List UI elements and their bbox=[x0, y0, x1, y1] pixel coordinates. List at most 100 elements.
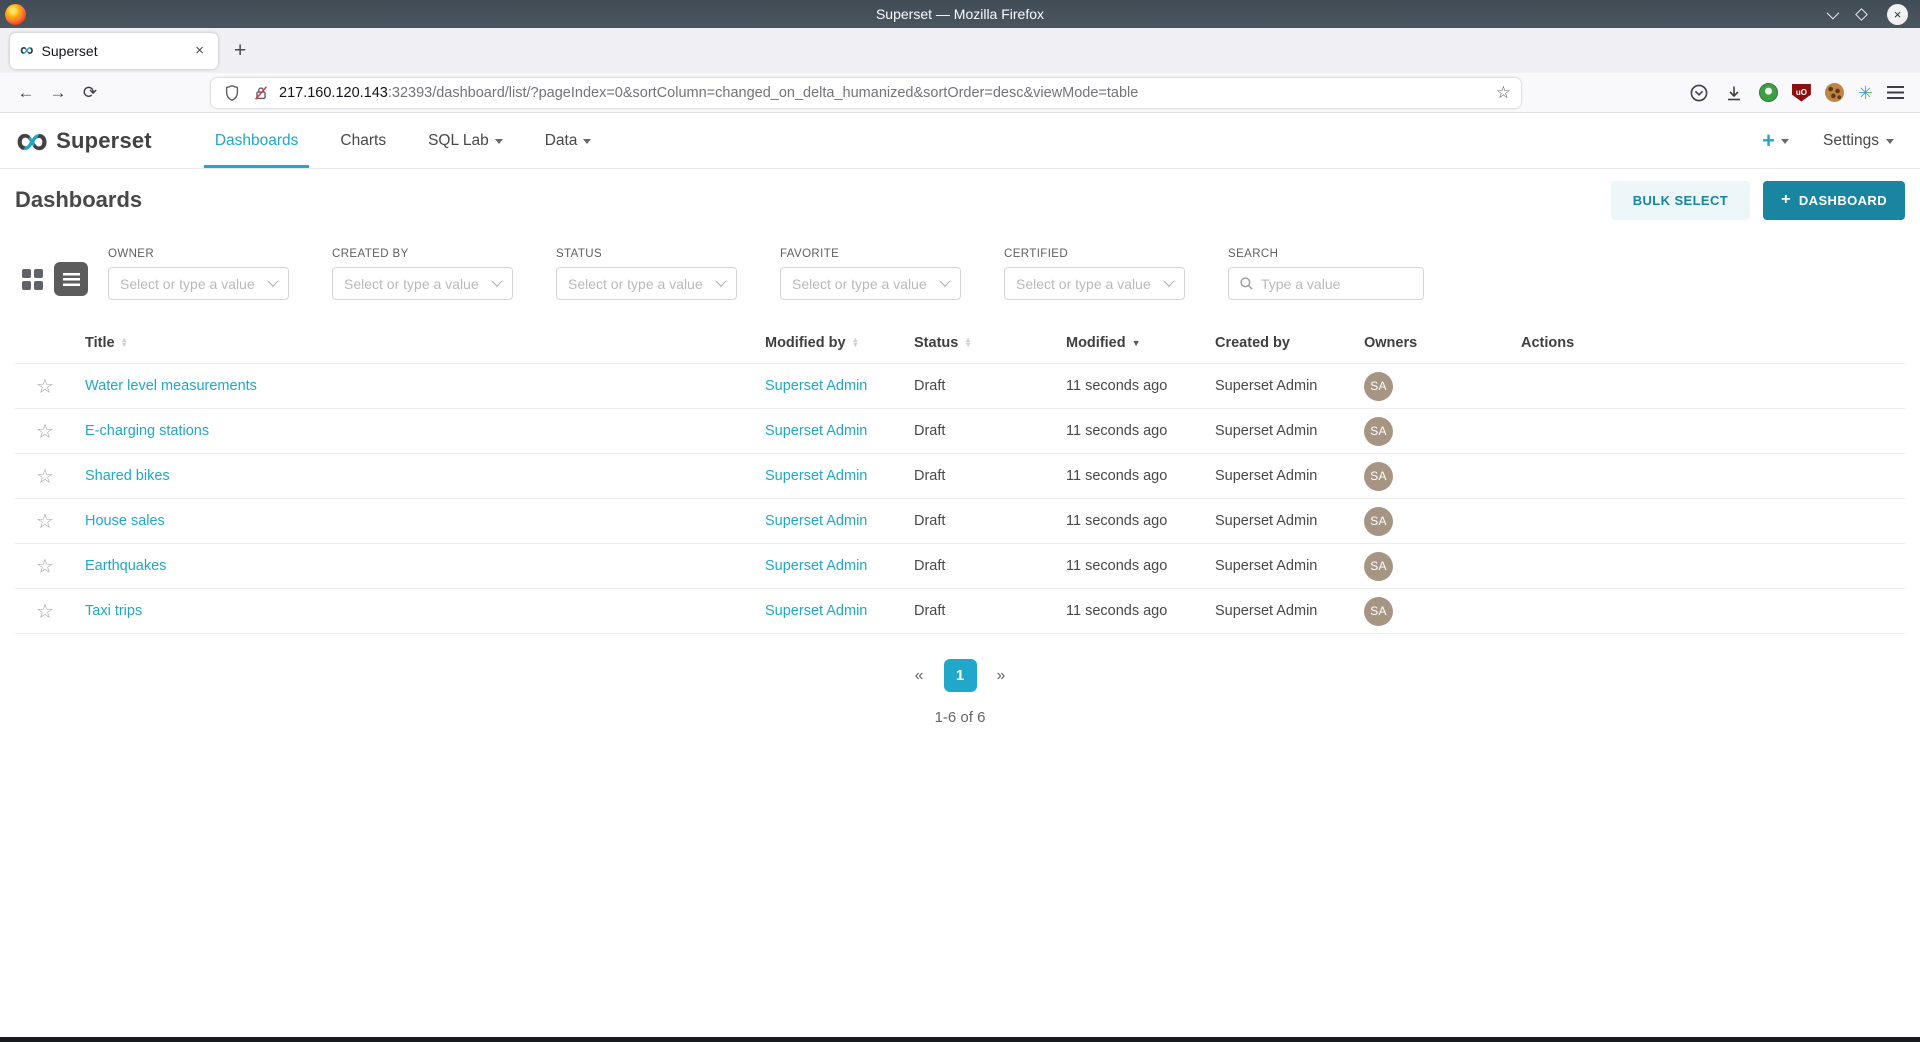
prev-page-button[interactable]: « bbox=[914, 666, 924, 684]
brand-name: Superset bbox=[56, 127, 152, 153]
modified-by-link[interactable]: Superset Admin bbox=[765, 513, 868, 529]
sort-icon[interactable]: ▲ ▼ bbox=[964, 335, 972, 349]
pocket-icon[interactable] bbox=[1689, 82, 1710, 103]
dashboards-table: Title ▲▼ ▼ Modified by ▲▼ ▼ Status ▲▼ ▼ … bbox=[15, 322, 1905, 634]
window-maximize-icon[interactable] bbox=[1855, 7, 1868, 21]
column-header-label: Created by bbox=[1215, 334, 1290, 351]
modified-by-link[interactable]: Superset Admin bbox=[765, 603, 868, 619]
back-button[interactable]: ← bbox=[17, 82, 35, 102]
dashboard-title-link[interactable]: Earthquakes bbox=[85, 558, 167, 574]
modified-text: 11 seconds ago bbox=[1066, 468, 1168, 484]
next-page-button[interactable]: » bbox=[996, 666, 1006, 684]
owner-avatar[interactable]: SA bbox=[1364, 506, 1393, 536]
column-header-label: Actions bbox=[1521, 334, 1575, 351]
owner-avatar[interactable]: SA bbox=[1364, 371, 1393, 401]
add-new-menu[interactable]: + bbox=[1762, 129, 1789, 152]
superset-favicon-icon: ∞ bbox=[20, 40, 34, 61]
new-tab-button[interactable]: + bbox=[234, 38, 247, 62]
filter-select[interactable]: Select or type a value bbox=[1004, 267, 1185, 300]
owner-avatar[interactable]: SA bbox=[1364, 596, 1393, 626]
pagination-summary: 1-6 of 6 bbox=[934, 709, 986, 726]
chevron-down-icon bbox=[1163, 275, 1175, 287]
download-icon[interactable] bbox=[1724, 82, 1745, 103]
modified-by-link[interactable]: Superset Admin bbox=[765, 558, 868, 574]
favorite-star-icon[interactable]: ☆ bbox=[36, 510, 54, 533]
new-dashboard-button[interactable]: + DASHBOARD bbox=[1763, 180, 1905, 220]
ublock-icon[interactable]: uO bbox=[1791, 83, 1811, 102]
forward-button[interactable]: → bbox=[49, 82, 67, 102]
favorite-star-icon[interactable]: ☆ bbox=[36, 465, 54, 488]
chevron-down-icon bbox=[1886, 139, 1894, 144]
window-title: Superset — Mozilla Firefox bbox=[875, 6, 1045, 22]
owner-avatar[interactable]: SA bbox=[1364, 461, 1393, 491]
menu-icon[interactable] bbox=[1887, 86, 1904, 99]
column-header[interactable]: Title ▲▼ ▼ bbox=[75, 335, 755, 351]
settings-menu[interactable]: Settings bbox=[1823, 132, 1894, 150]
tab-close-icon[interactable]: × bbox=[195, 42, 204, 59]
pagination: « 1 » bbox=[0, 659, 1920, 692]
filter-select[interactable]: Select or type a value bbox=[780, 267, 961, 300]
column-header[interactable]: Owners ▲▼ ▼ bbox=[1354, 335, 1511, 351]
url-bar[interactable]: 217.160.120.143:32393/dashboard/list/?pa… bbox=[211, 77, 1521, 108]
dashboard-title-link[interactable]: Taxi trips bbox=[85, 603, 143, 619]
column-header[interactable]: Created by ▲▼ ▼ bbox=[1205, 335, 1354, 351]
navbar-item-label: Charts bbox=[340, 131, 387, 149]
filter-select[interactable]: Select or type a value bbox=[556, 267, 737, 300]
favorite-star-icon[interactable]: ☆ bbox=[36, 555, 54, 578]
navbar-item-label: Dashboards bbox=[214, 131, 299, 149]
owner-avatar[interactable]: SA bbox=[1364, 551, 1393, 581]
bookmark-star-icon[interactable]: ☆ bbox=[1495, 82, 1511, 102]
screen-edge bbox=[0, 1037, 1920, 1042]
filter-group: OWNER Select or type a value CREATED BY … bbox=[108, 248, 1228, 300]
page-1-button[interactable]: 1 bbox=[943, 659, 977, 692]
filter-select[interactable]: Select or type a value bbox=[108, 267, 289, 300]
cookie-extension-icon[interactable] bbox=[1824, 83, 1844, 102]
tab-title: Superset bbox=[41, 42, 98, 59]
dashboard-title-link[interactable]: Shared bikes bbox=[85, 468, 170, 484]
reload-button[interactable]: ⟳ bbox=[82, 82, 98, 102]
insecure-lock-icon[interactable] bbox=[250, 82, 271, 103]
card-view-toggle-icon[interactable] bbox=[22, 268, 43, 290]
search-icon bbox=[1239, 276, 1254, 291]
filter-label: CREATED BY bbox=[332, 248, 409, 260]
chevron-down-icon bbox=[583, 139, 592, 144]
navbar-item[interactable]: SQL Lab bbox=[407, 113, 524, 168]
navbar-item[interactable]: Data bbox=[524, 113, 613, 168]
column-header[interactable]: Modified ▲▼ ▼ bbox=[1056, 335, 1205, 351]
navbar-item[interactable]: Dashboards bbox=[194, 113, 320, 168]
container-extension-icon[interactable]: ✳ bbox=[1857, 82, 1873, 103]
navbar-items: Dashboards Charts SQL Lab Data bbox=[194, 113, 613, 168]
navbar-item[interactable]: Charts bbox=[319, 113, 407, 168]
sort-icon[interactable]: ▲ ▼ bbox=[851, 335, 859, 349]
bulk-select-button[interactable]: BULK SELECT bbox=[1610, 180, 1751, 220]
favorite-star-icon[interactable]: ☆ bbox=[36, 420, 54, 443]
chevron-down-icon bbox=[715, 275, 727, 287]
superset-brand[interactable]: ∞ Superset bbox=[16, 113, 152, 168]
privacy-extension-icon[interactable] bbox=[1758, 83, 1778, 102]
list-view-toggle-icon[interactable] bbox=[54, 262, 88, 296]
chevron-down-icon bbox=[491, 275, 503, 287]
dashboard-title-link[interactable]: Water level measurements bbox=[85, 378, 257, 394]
dashboard-title-link[interactable]: House sales bbox=[85, 513, 165, 529]
column-header-label: Modified by bbox=[765, 334, 846, 351]
chevron-down-icon bbox=[1780, 139, 1789, 144]
search-input[interactable]: Type a value bbox=[1228, 267, 1424, 300]
filter-select[interactable]: Select or type a value bbox=[332, 267, 513, 300]
dashboard-title-link[interactable]: E-charging stations bbox=[85, 423, 210, 439]
tracking-shield-icon[interactable] bbox=[221, 82, 242, 103]
column-header[interactable]: Status ▲▼ ▼ bbox=[904, 335, 1056, 351]
sort-desc-icon[interactable]: ▼ bbox=[1131, 337, 1141, 348]
browser-tab-superset[interactable]: ∞ Superset × bbox=[10, 32, 218, 69]
modified-by-link[interactable]: Superset Admin bbox=[765, 468, 868, 484]
window-minimize-icon[interactable] bbox=[1826, 6, 1840, 19]
favorite-star-icon[interactable]: ☆ bbox=[36, 375, 54, 398]
window-close-icon[interactable]: × bbox=[1887, 3, 1908, 25]
column-header[interactable]: Actions ▲▼ ▼ bbox=[1511, 335, 1905, 351]
favorite-star-icon[interactable]: ☆ bbox=[36, 600, 54, 623]
column-header[interactable]: Modified by ▲▼ ▼ bbox=[755, 335, 904, 351]
modified-by-link[interactable]: Superset Admin bbox=[765, 378, 868, 394]
owner-avatar[interactable]: SA bbox=[1364, 416, 1393, 446]
sort-icon[interactable]: ▲ ▼ bbox=[120, 335, 128, 349]
modified-by-link[interactable]: Superset Admin bbox=[765, 423, 868, 439]
plus-icon: + bbox=[1781, 191, 1791, 208]
